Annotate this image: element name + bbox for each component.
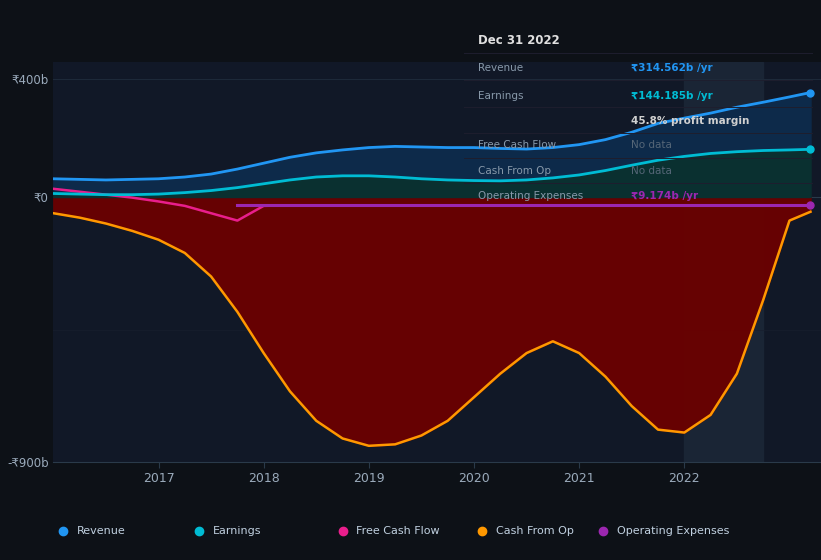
Text: Revenue: Revenue — [76, 526, 126, 535]
Text: Dec 31 2022: Dec 31 2022 — [478, 34, 560, 47]
Text: ₹314.562b /yr: ₹314.562b /yr — [631, 63, 713, 73]
Text: ₹144.185b /yr: ₹144.185b /yr — [631, 91, 713, 101]
Text: Free Cash Flow: Free Cash Flow — [478, 140, 556, 150]
Text: Cash From Op: Cash From Op — [478, 166, 551, 176]
Text: No data: No data — [631, 140, 672, 150]
Text: No data: No data — [631, 166, 672, 176]
Bar — [684, 62, 764, 462]
Text: Operating Expenses: Operating Expenses — [478, 191, 583, 200]
Text: 45.8% profit margin: 45.8% profit margin — [631, 116, 750, 126]
Text: Operating Expenses: Operating Expenses — [617, 526, 729, 535]
Text: Free Cash Flow: Free Cash Flow — [356, 526, 440, 535]
Text: Earnings: Earnings — [478, 91, 523, 101]
Text: Cash From Op: Cash From Op — [496, 526, 574, 535]
Text: Revenue: Revenue — [478, 63, 523, 73]
Text: ₹9.174b /yr: ₹9.174b /yr — [631, 191, 699, 200]
Text: Earnings: Earnings — [213, 526, 261, 535]
